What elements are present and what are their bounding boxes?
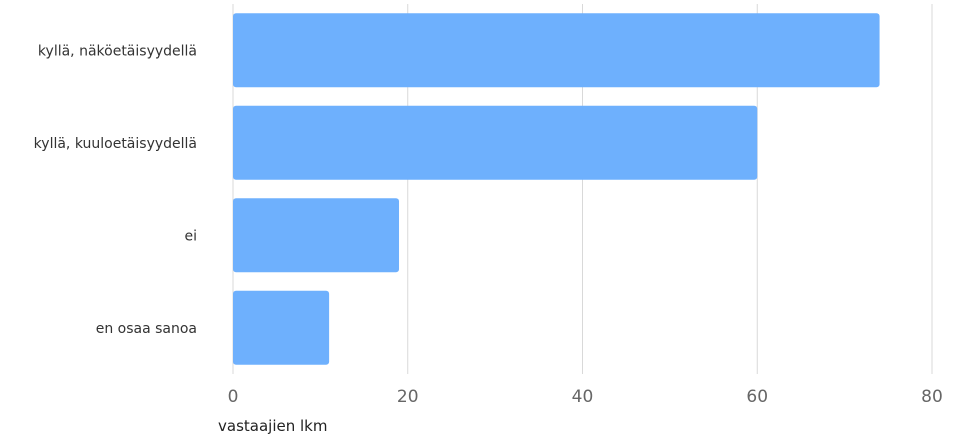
x-tick-labels: 0 20 40 60 80 xyxy=(228,387,943,407)
x-tick-label-0: 0 xyxy=(228,387,239,407)
bar-1[interactable] xyxy=(233,105,758,180)
bar-3[interactable] xyxy=(233,290,330,365)
category-label-0: kyllä, näköetäisyydellä xyxy=(38,43,197,59)
category-label-1: kyllä, kuuloetäisyydellä xyxy=(34,136,197,152)
category-label-3: en osaa sanoa xyxy=(96,321,197,337)
x-tick-label-1: 20 xyxy=(397,387,419,407)
bars xyxy=(233,13,880,365)
bar-2[interactable] xyxy=(233,198,400,273)
category-label-2: ei xyxy=(184,228,197,244)
x-axis-title: vastaajien lkm xyxy=(218,417,327,435)
bar-0[interactable] xyxy=(233,13,880,88)
category-labels: kyllä, näköetäisyydellä kyllä, kuuloetäis… xyxy=(34,43,197,337)
x-tick-label-4: 80 xyxy=(921,387,943,407)
x-tick-label-2: 40 xyxy=(572,387,594,407)
x-tick-label-3: 60 xyxy=(746,387,768,407)
